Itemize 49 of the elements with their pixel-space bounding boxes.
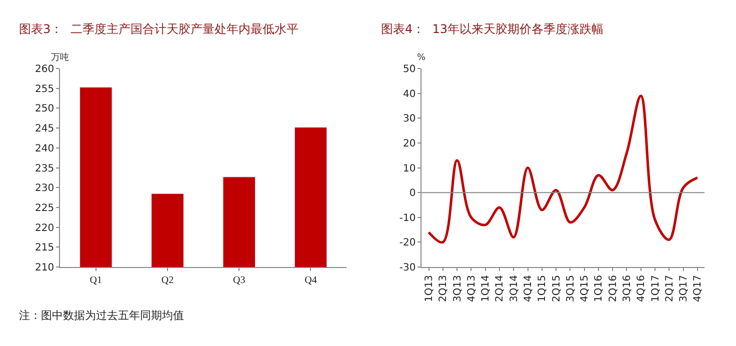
- x-tick-label: Q1: [90, 275, 102, 286]
- x-tick-label: 1Q15: [537, 275, 548, 302]
- x-tick-label: Q2: [161, 275, 174, 286]
- y-tick-label: 260: [35, 64, 54, 76]
- x-tick-label: 4Q13: [466, 275, 478, 302]
- y-axis-title: 万吨: [51, 52, 69, 63]
- x-tick-label: 1Q14: [480, 275, 492, 302]
- x-tick-label: 1Q17: [650, 275, 662, 302]
- y-tick-label: 0: [409, 188, 416, 200]
- chart-title: 图表4： 13年以来天胶期价各季度涨跌幅: [381, 22, 604, 36]
- x-tick-label: 2Q15: [551, 275, 562, 302]
- x-tick-label: 1Q13: [424, 275, 436, 302]
- y-tick-label: 245: [35, 124, 54, 135]
- y-tick-label: 255: [35, 84, 54, 95]
- y-tick-label: 20: [402, 138, 416, 150]
- x-tick-label: 4Q14: [523, 275, 534, 302]
- y-tick-label: 30: [402, 114, 416, 125]
- x-tick-label: 3Q16: [622, 275, 633, 302]
- y-tick-label: 230: [35, 183, 54, 194]
- y-tick-label: 40: [402, 88, 416, 100]
- x-tick-label: 3Q13: [452, 275, 464, 302]
- y-tick-label: 215: [35, 242, 54, 254]
- x-tick-label: 3Q17: [678, 275, 690, 302]
- y-tick-label: -10: [399, 212, 416, 224]
- x-tick-label: 4Q17: [692, 275, 704, 302]
- y-axis-title: %: [417, 53, 426, 63]
- x-tick-label: 2Q13: [438, 275, 450, 302]
- x-tick-label: Q3: [233, 275, 246, 286]
- x-tick-label: 2Q14: [494, 275, 506, 302]
- y-tick-label: 250: [35, 104, 54, 115]
- x-tick-label: 2Q16: [608, 275, 619, 302]
- y-tick-label: -30: [399, 262, 416, 274]
- x-tick-label: Q4: [304, 275, 317, 286]
- chart-title: 图表3： 二季度主产国合计天胶产量处年内最低水平: [19, 22, 298, 36]
- y-tick-label: 10: [402, 163, 416, 174]
- y-tick-label: 50: [402, 64, 416, 76]
- x-tick-label: 4Q15: [580, 275, 591, 302]
- x-tick-label: 4Q16: [636, 275, 648, 302]
- y-tick-label: -20: [399, 238, 416, 249]
- y-tick-label: 225: [35, 202, 54, 214]
- x-tick-label: 3Q14: [508, 275, 520, 302]
- y-tick-label: 220: [35, 222, 54, 234]
- y-tick-label: 240: [35, 143, 54, 154]
- x-tick-label: 2Q17: [664, 275, 676, 302]
- y-tick-label: 210: [35, 262, 54, 274]
- x-tick-label: 3Q15: [565, 275, 576, 302]
- y-tick-label: 235: [35, 163, 54, 174]
- x-tick-label: 1Q16: [594, 275, 605, 302]
- text: 注：图中数据为过去五年同期均值: [19, 309, 184, 322]
